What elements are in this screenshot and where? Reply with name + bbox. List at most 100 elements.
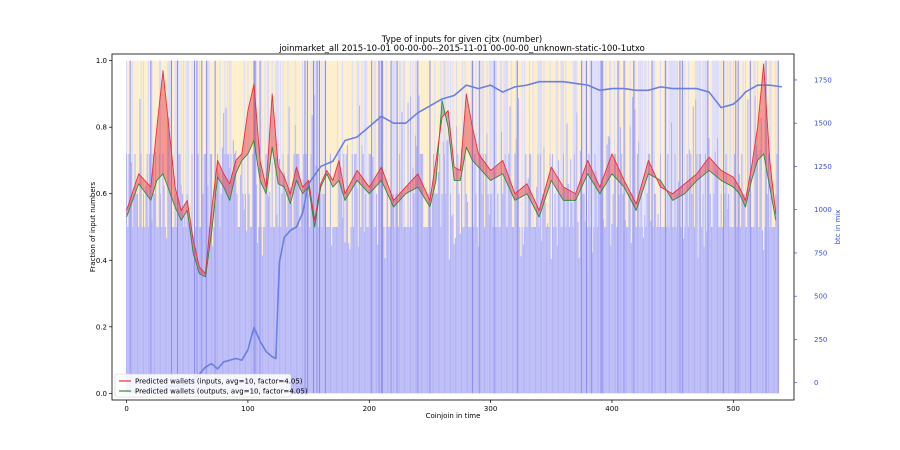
- bar-lower: [664, 60, 666, 394]
- bar-upper: [474, 60, 476, 154]
- bar-lower: [420, 153, 422, 394]
- bar-upper: [627, 60, 629, 228]
- bar-lower: [259, 60, 261, 394]
- bar-lower: [299, 227, 301, 394]
- bar-upper: [426, 60, 429, 228]
- bar-upper: [431, 60, 433, 194]
- fill-segment: [296, 167, 303, 194]
- bar-upper: [713, 60, 715, 194]
- bar-upper: [663, 60, 665, 228]
- bar-upper: [576, 60, 578, 113]
- bar-upper: [452, 60, 454, 214]
- bar-upper: [748, 60, 750, 194]
- bar-lower: [215, 193, 217, 394]
- bar-upper: [757, 60, 759, 154]
- chart-title: Type of inputs for given cjtx (number): [381, 35, 543, 45]
- bar-lower: [771, 227, 773, 394]
- bar-upper: [446, 60, 448, 141]
- bar-upper: [349, 60, 351, 250]
- bar-lower: [310, 153, 312, 394]
- bar-lower: [590, 60, 592, 394]
- fill-segment: [162, 70, 171, 194]
- bar-lower: [344, 242, 346, 394]
- bar-upper: [670, 60, 672, 123]
- bar-upper: [669, 60, 671, 194]
- bar-lower: [201, 60, 203, 394]
- bar-lower: [441, 193, 443, 394]
- bar-lower: [169, 193, 171, 394]
- bar-lower: [232, 140, 234, 394]
- y-tick-label: 1.0: [96, 57, 107, 65]
- bar-lower: [741, 153, 743, 394]
- bar-upper: [467, 60, 469, 202]
- bar-lower: [474, 153, 476, 394]
- bar-lower: [467, 201, 469, 394]
- bar-lower: [426, 227, 429, 394]
- bar-upper: [144, 60, 146, 228]
- bar-lower: [396, 60, 398, 394]
- bar-lower: [604, 227, 606, 394]
- bar-upper: [693, 60, 696, 228]
- bar-upper: [530, 60, 532, 154]
- bar-upper: [458, 60, 460, 194]
- bar-upper: [241, 60, 243, 154]
- bar-lower: [320, 193, 322, 394]
- bar-lower: [707, 60, 709, 394]
- bar-lower: [267, 196, 270, 394]
- x-axis-label: Coinjoin in time: [426, 412, 481, 420]
- bar-lower: [369, 153, 372, 394]
- bar-upper: [568, 60, 571, 228]
- bar-upper: [554, 60, 556, 194]
- bar-upper: [652, 60, 654, 228]
- bar-lower: [577, 221, 579, 394]
- bar-upper: [742, 60, 744, 194]
- bar-upper: [520, 60, 522, 257]
- bar-lower: [433, 153, 435, 394]
- bar-upper: [532, 60, 534, 228]
- bar-lower: [610, 245, 612, 394]
- bar-upper: [605, 60, 607, 228]
- bar-lower: [544, 202, 546, 394]
- bar-upper: [598, 60, 600, 190]
- bar-upper: [473, 60, 475, 228]
- bar-upper: [405, 60, 407, 228]
- bar-lower: [640, 193, 642, 394]
- bar-lower: [713, 193, 715, 394]
- bar-upper: [355, 60, 357, 154]
- bar-upper: [208, 60, 210, 228]
- bar-lower: [500, 131, 503, 394]
- bar-upper: [496, 60, 498, 228]
- bar-upper: [326, 60, 328, 228]
- bar-lower: [327, 227, 329, 394]
- fill-segment: [175, 187, 182, 221]
- bar-lower: [246, 230, 248, 394]
- bar-upper: [772, 60, 774, 228]
- bar-upper: [587, 60, 589, 228]
- bar-lower: [723, 60, 725, 394]
- bar-lower: [349, 249, 351, 394]
- bar-lower: [126, 153, 128, 394]
- bar-lower: [208, 227, 210, 394]
- bar-upper: [612, 60, 614, 194]
- plot-frame: [111, 53, 795, 401]
- inputs-line: [126, 63, 777, 275]
- bar-upper: [647, 60, 649, 154]
- bar-upper: [659, 60, 662, 154]
- bar-upper: [511, 60, 514, 228]
- bar-lower: [306, 60, 308, 394]
- bar-upper: [642, 60, 645, 238]
- bar-lower: [180, 184, 182, 394]
- bar-upper: [644, 60, 646, 215]
- bar-lower: [463, 227, 465, 394]
- bar-upper: [303, 60, 305, 154]
- y-tick-label: 0.6: [96, 190, 108, 198]
- bar-upper: [213, 60, 215, 228]
- bar-lower: [343, 153, 345, 394]
- bar-lower: [710, 227, 713, 394]
- bar-lower: [757, 153, 759, 394]
- bar-lower: [703, 246, 705, 394]
- bar-lower: [765, 60, 767, 394]
- bar-lower: [134, 153, 136, 394]
- bar-lower: [257, 242, 259, 394]
- bar-upper: [252, 60, 254, 154]
